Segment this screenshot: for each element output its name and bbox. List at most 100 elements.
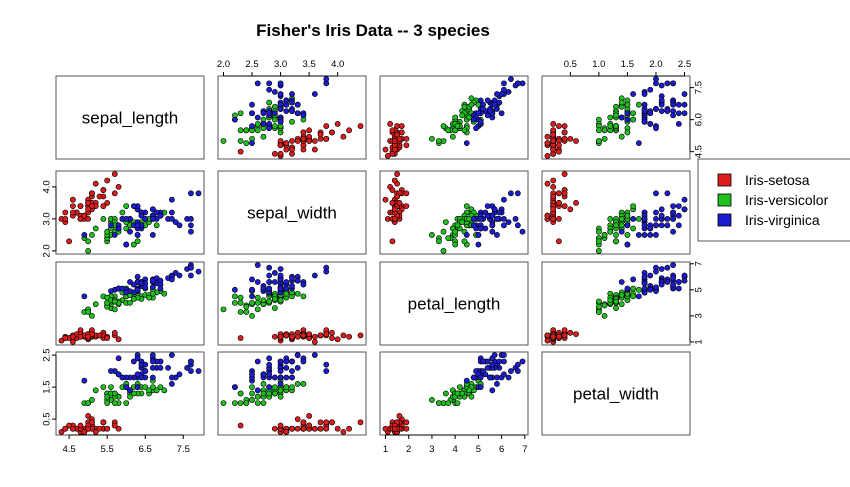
data-point — [220, 306, 227, 313]
data-point — [550, 146, 557, 153]
data-point — [300, 293, 307, 300]
data-point — [494, 215, 500, 222]
data-point — [607, 215, 614, 222]
data-point — [470, 215, 477, 222]
data-point — [188, 264, 194, 271]
data-point — [277, 387, 284, 394]
diag-label-sepal_length: sepal_length — [82, 109, 178, 128]
data-point — [157, 384, 164, 390]
tick-label: 5.5 — [101, 444, 114, 455]
data-point — [130, 203, 137, 209]
data-point — [489, 228, 496, 235]
data-point — [77, 333, 84, 340]
axis-bottom-sepal_length: 4.5 5.5 6.5 7.5 — [62, 434, 190, 455]
data-point — [104, 177, 111, 184]
data-point — [149, 232, 156, 238]
data-point — [142, 368, 149, 374]
data-point — [658, 82, 665, 89]
data-point — [468, 393, 475, 400]
data-point — [249, 140, 255, 147]
data-point — [277, 285, 284, 292]
data-point — [635, 101, 642, 108]
data-point — [289, 146, 295, 153]
data-point — [130, 390, 137, 397]
tick-label: 4 — [453, 444, 458, 455]
data-point — [607, 297, 614, 304]
data-point — [647, 121, 654, 127]
data-point — [501, 215, 507, 222]
data-point — [104, 393, 111, 400]
data-point — [664, 222, 671, 229]
data-point — [323, 419, 330, 426]
axis-bottom-petal_length: 1 2 3 4 5 6 7 — [383, 434, 527, 455]
data-point — [501, 352, 507, 358]
data-point — [134, 355, 141, 362]
data-point — [153, 222, 160, 229]
legend-swatch — [717, 193, 732, 207]
data-point — [127, 228, 133, 235]
data-point — [237, 299, 244, 306]
data-point — [630, 225, 637, 232]
data-point — [501, 196, 507, 203]
data-point — [484, 112, 491, 119]
data-point — [260, 390, 267, 397]
data-point — [111, 298, 118, 305]
data-point — [630, 276, 637, 283]
data-point — [618, 301, 625, 308]
data-point — [311, 138, 318, 144]
panel-petal_length-vs-sepal_width — [217, 261, 367, 346]
data-point — [670, 228, 676, 235]
data-point — [403, 135, 410, 142]
data-point — [601, 302, 608, 309]
data-point — [601, 312, 608, 319]
data-point — [618, 99, 625, 106]
data-point — [561, 129, 568, 136]
data-point — [115, 225, 122, 232]
data-point — [149, 277, 156, 284]
data-point — [641, 91, 648, 97]
data-point — [556, 190, 562, 197]
data-point — [130, 296, 137, 302]
panel-petal_length-vs-petal_length: petal_length — [379, 261, 529, 346]
data-point — [249, 390, 255, 397]
data-point — [271, 110, 278, 117]
data-point — [561, 171, 568, 177]
data-point — [153, 209, 160, 216]
data-point — [561, 135, 568, 142]
data-point — [249, 384, 255, 390]
data-point — [675, 212, 682, 219]
data-point — [237, 148, 244, 155]
data-point — [618, 114, 625, 121]
data-point — [260, 133, 267, 140]
data-point — [389, 187, 396, 193]
data-point — [463, 377, 470, 384]
data-point — [556, 123, 562, 129]
data-point — [544, 153, 551, 159]
data-point — [452, 241, 459, 248]
data-point — [195, 190, 202, 197]
data-point — [62, 335, 69, 341]
data-point — [62, 215, 69, 222]
data-point — [340, 429, 347, 435]
data-point — [550, 193, 557, 200]
data-point — [249, 396, 255, 403]
data-point — [283, 374, 290, 381]
data-point — [168, 196, 175, 203]
data-point — [403, 419, 410, 426]
data-point — [613, 123, 619, 129]
diag-label-petal_width: petal_width — [573, 385, 659, 404]
data-point — [550, 138, 557, 144]
axis-right-petal_length: 1 3 5 7 — [689, 261, 705, 345]
data-point — [641, 215, 648, 222]
data-point — [254, 114, 261, 121]
tick-label: 1.5 — [42, 380, 53, 393]
data-point — [300, 358, 307, 365]
data-point — [283, 429, 290, 435]
data-point — [277, 393, 284, 400]
data-point — [243, 309, 250, 315]
data-point — [277, 266, 284, 272]
data-point — [595, 138, 602, 144]
data-point — [89, 396, 95, 403]
data-point — [243, 127, 250, 134]
data-point — [630, 116, 637, 123]
